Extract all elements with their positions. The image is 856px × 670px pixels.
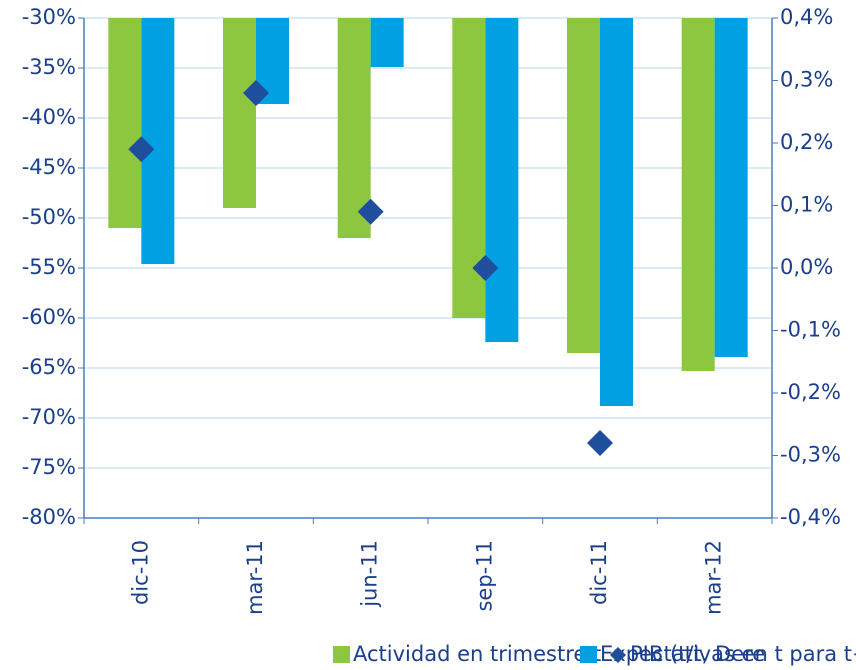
legend-label: Expectativas en t para t+1 <box>600 642 856 666</box>
bar <box>337 18 371 238</box>
y2-tick-label: 0,1% <box>780 193 833 217</box>
y-tick-label: -30% <box>22 5 76 29</box>
y-tick-label: -45% <box>22 155 76 179</box>
legend-swatch <box>580 646 597 663</box>
bar <box>600 18 633 406</box>
x-tick-label: mar-11 <box>243 540 267 615</box>
x-tick-label: mar-12 <box>702 540 726 615</box>
y-tick-label: -40% <box>22 105 76 129</box>
bar <box>223 18 256 208</box>
y2-tick-label: -0,4% <box>780 505 841 529</box>
marker <box>472 255 499 281</box>
x-tick-label: dic-11 <box>587 540 611 605</box>
x-tick-label: jun-11 <box>358 540 382 608</box>
x-tick-label: dic-10 <box>128 540 152 605</box>
y-tick-label: -60% <box>22 305 76 329</box>
y-tick-label: -50% <box>22 205 76 229</box>
legend-swatch <box>333 646 350 663</box>
bar <box>567 18 600 353</box>
y2-tick-label: 0,4% <box>780 5 833 29</box>
y-tick-label: -75% <box>22 455 76 479</box>
x-tick-label: sep-11 <box>472 540 496 612</box>
y2-tick-label: -0,3% <box>780 443 841 467</box>
legend-swatch <box>610 647 626 663</box>
y-tick-label: -70% <box>22 405 76 429</box>
y-tick-label: -80% <box>22 505 76 529</box>
y-tick-label: -55% <box>22 255 76 279</box>
y2-tick-label: -0,1% <box>780 318 841 342</box>
bar <box>485 18 519 342</box>
y2-tick-label: 0,3% <box>780 68 833 92</box>
y2-tick-label: -0,2% <box>780 380 841 404</box>
marker <box>357 198 384 225</box>
legend-label: Actividad en trimestre t <box>353 642 601 666</box>
marker <box>128 136 155 163</box>
y-tick-label: -35% <box>22 55 76 79</box>
legend-label: PIB (t/t, Dere <box>630 642 765 666</box>
bar <box>141 18 175 264</box>
y-tick-label: -65% <box>22 355 76 379</box>
marker <box>587 430 613 456</box>
bar <box>681 18 715 371</box>
bar <box>370 18 404 67</box>
bar <box>108 18 142 228</box>
marker <box>243 80 269 106</box>
y2-tick-label: 0,0% <box>780 255 833 279</box>
bar <box>714 18 748 357</box>
y2-tick-label: 0,2% <box>780 130 833 154</box>
